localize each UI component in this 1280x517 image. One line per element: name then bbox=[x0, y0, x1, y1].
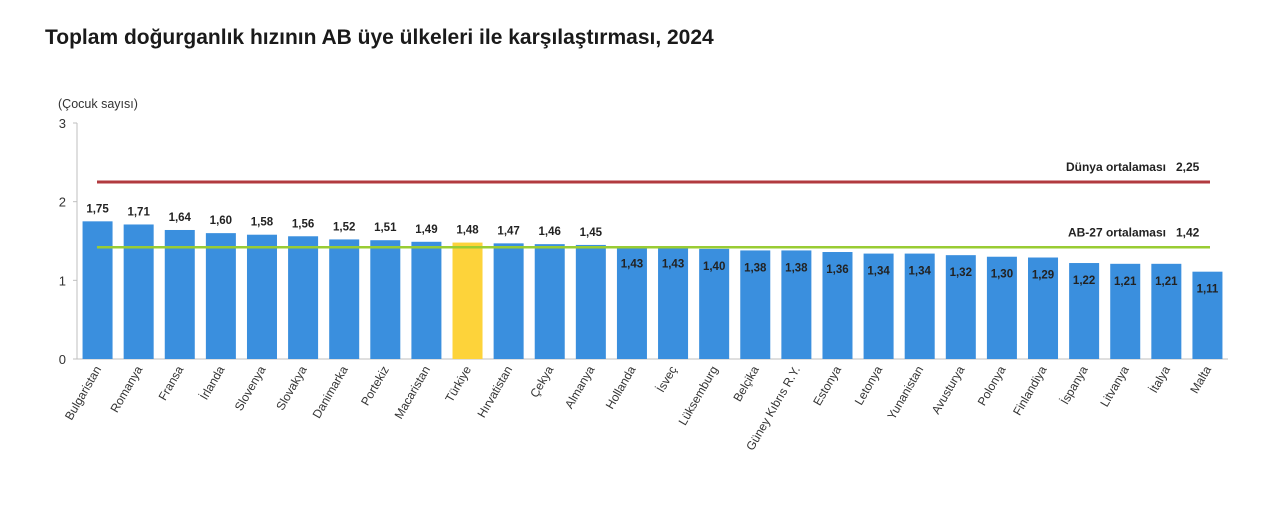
bar bbox=[82, 221, 113, 359]
bar bbox=[370, 240, 401, 359]
eu-average-value: 1,42 bbox=[1176, 225, 1200, 239]
x-tick-label: İspanya bbox=[1058, 363, 1091, 407]
x-tick-label: İtalya bbox=[1146, 363, 1173, 395]
data-label: 1,45 bbox=[580, 227, 603, 239]
world-average-value: 2,25 bbox=[1176, 160, 1200, 174]
x-tick-label: Macaristan bbox=[392, 364, 433, 422]
x-tick-label: Belçika bbox=[730, 363, 762, 404]
bar bbox=[1028, 257, 1059, 359]
x-tick-label: Almanya bbox=[562, 363, 598, 411]
x-tick-label: Lüksemburg bbox=[676, 364, 721, 428]
y-tick-label: 3 bbox=[59, 116, 66, 131]
data-label: 1,71 bbox=[127, 206, 150, 218]
data-label: 1,48 bbox=[456, 225, 479, 237]
bar bbox=[246, 234, 277, 359]
x-tick-label: Malta bbox=[1187, 363, 1214, 396]
data-label: 1,30 bbox=[991, 269, 1013, 281]
bar bbox=[1069, 263, 1100, 359]
bar bbox=[329, 239, 360, 359]
data-label: 1,47 bbox=[497, 225, 519, 237]
bar bbox=[452, 242, 483, 359]
bar bbox=[575, 244, 606, 359]
x-tick-label: Finlandiya bbox=[1010, 363, 1050, 418]
x-tick-label: Fransa bbox=[156, 363, 187, 403]
x-tick-label: Slovakya bbox=[273, 363, 310, 412]
data-label: 1,52 bbox=[333, 221, 355, 233]
data-label: 1,22 bbox=[1073, 275, 1095, 287]
data-label: 1,49 bbox=[415, 224, 437, 236]
bar bbox=[534, 244, 565, 359]
data-label: 1,58 bbox=[251, 217, 274, 229]
bar bbox=[863, 253, 894, 359]
x-tick-label: İsveç bbox=[654, 364, 680, 395]
x-tick-label: Çekya bbox=[527, 363, 556, 400]
x-tick-label: Hollanda bbox=[603, 363, 639, 411]
eu-average-label: AB-27 ortalaması bbox=[1068, 225, 1166, 239]
data-label: 1,34 bbox=[909, 266, 932, 278]
bar bbox=[1192, 271, 1223, 359]
y-axis-label: (Çocuk sayısı) bbox=[58, 97, 138, 111]
data-label: 1,43 bbox=[662, 259, 684, 271]
data-label: 1,60 bbox=[210, 215, 232, 227]
bar bbox=[822, 252, 853, 359]
data-label: 1,46 bbox=[539, 226, 561, 238]
y-tick-label: 0 bbox=[59, 352, 66, 367]
x-tick-label: Polonya bbox=[975, 363, 1009, 408]
bar bbox=[781, 250, 812, 359]
bar bbox=[493, 243, 524, 359]
data-label: 1,38 bbox=[744, 262, 767, 274]
bar bbox=[123, 224, 154, 359]
bar bbox=[288, 236, 319, 359]
data-label: 1,38 bbox=[785, 262, 808, 274]
bar bbox=[658, 246, 689, 359]
data-label: 1,21 bbox=[1114, 276, 1137, 288]
bar bbox=[740, 250, 771, 359]
data-label: 1,75 bbox=[86, 203, 109, 215]
data-label: 1,29 bbox=[1032, 270, 1054, 282]
data-label: 1,51 bbox=[374, 222, 397, 234]
data-label: 1,43 bbox=[621, 259, 643, 271]
x-tick-label: Portekiz bbox=[358, 364, 392, 409]
data-label: 1,11 bbox=[1197, 284, 1219, 296]
data-label: 1,64 bbox=[169, 212, 192, 224]
x-tick-label: Letonya bbox=[852, 363, 886, 407]
bar bbox=[904, 253, 935, 359]
data-label: 1,36 bbox=[826, 264, 848, 276]
x-tick-label: Romanya bbox=[107, 363, 145, 415]
x-tick-label: Yunanistan bbox=[884, 364, 926, 422]
bar bbox=[945, 255, 976, 359]
bar bbox=[205, 233, 236, 359]
chart-title: Toplam doğurganlık hızının AB üye ülkele… bbox=[45, 26, 714, 49]
data-label: 1,34 bbox=[867, 266, 890, 278]
x-tick-label: Avusturya bbox=[929, 363, 968, 416]
world-average-label: Dünya ortalaması bbox=[1066, 160, 1166, 174]
bar bbox=[1151, 263, 1182, 359]
y-tick-label: 2 bbox=[59, 195, 66, 210]
x-tick-label: Türkiye bbox=[442, 363, 474, 404]
bar bbox=[1110, 263, 1141, 359]
data-label: 1,32 bbox=[950, 267, 972, 279]
x-tick-label: İrlanda bbox=[197, 363, 228, 402]
x-tick-label: Litvanya bbox=[1097, 363, 1132, 409]
data-label: 1,40 bbox=[703, 261, 725, 273]
x-tick-label: Estonya bbox=[810, 363, 844, 408]
x-tick-label: Slovenya bbox=[232, 363, 269, 413]
x-tick-label: Hırvatistan bbox=[474, 364, 515, 421]
bar bbox=[699, 248, 730, 359]
data-label: 1,21 bbox=[1155, 276, 1178, 288]
y-tick-label: 1 bbox=[59, 273, 66, 288]
x-tick-label: Bulgaristan bbox=[62, 364, 104, 423]
bar bbox=[986, 256, 1017, 359]
x-tick-label: Danimarka bbox=[310, 363, 351, 421]
bar bbox=[616, 246, 647, 359]
bar bbox=[164, 229, 195, 359]
data-label: 1,56 bbox=[292, 218, 314, 230]
bar bbox=[411, 241, 442, 359]
